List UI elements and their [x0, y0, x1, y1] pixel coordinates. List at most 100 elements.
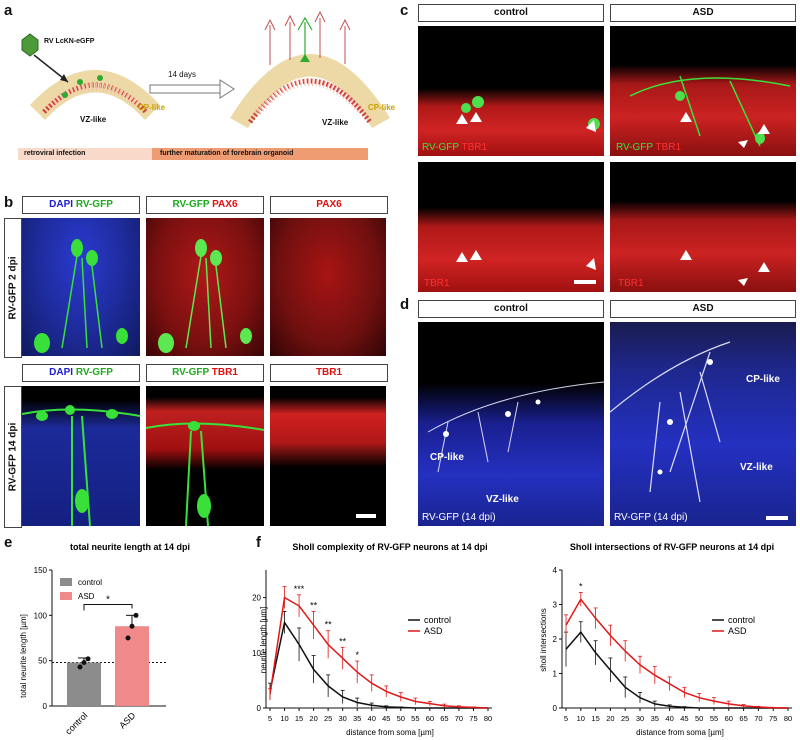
header-b-5: RV-GFP TBR1 [146, 364, 264, 382]
chart-f1-ylabel: neurite length [µm] [259, 607, 268, 673]
chart-f1-xlabel: distance from soma [µm] [346, 728, 434, 737]
stain-dapi: DAPI [49, 367, 74, 378]
x-tick-label: 30 [636, 714, 644, 723]
micrograph-b-dapi-gfp-14dpi [22, 386, 140, 526]
panel-label-e: e [4, 534, 13, 551]
stain-tbr1: TBR1 [655, 142, 682, 153]
y-tick-label: 100 [34, 611, 48, 620]
x-tick-label: 75 [769, 714, 777, 723]
schematic-organoid [21, 10, 390, 128]
x-tick-label: 35 [651, 714, 659, 723]
x-tick-label: 70 [455, 714, 463, 723]
organoid-left [30, 70, 160, 120]
header-d-control: control [418, 300, 604, 318]
legend-label: ASD [424, 626, 443, 636]
x-tick-label: 30 [338, 714, 346, 723]
micrograph-c-control-tbr1: TBR1 [418, 162, 604, 292]
x-tick-label: 55 [411, 714, 419, 723]
legend-label: ASD [728, 626, 747, 636]
chart-f1: Sholl complexity of RV-GFP neurons at 14… [252, 542, 492, 737]
neurons-right [264, 10, 351, 65]
overlay-c-4: TBR1 [618, 278, 644, 289]
x-tick-label: 50 [695, 714, 703, 723]
stain-rvgfp: RV-GFP [422, 142, 459, 153]
y-tick-label: 4 [553, 566, 558, 575]
data-point [129, 623, 135, 629]
x-tick-label: ASD [117, 710, 138, 731]
legend-swatch [60, 592, 72, 600]
x-tick-label: 65 [739, 714, 747, 723]
x-tick-label: 10 [577, 714, 585, 723]
y-tick-label: 0 [43, 702, 48, 711]
stain-rvgfp: RV-GFP [616, 142, 653, 153]
overlay-d-1: RV-GFP (14 dpi) [422, 512, 496, 523]
row-label-2dpi-text: RV-GFP 2 dpi [7, 256, 19, 320]
x-tick-label: 5 [564, 714, 568, 723]
x-tick-label: 20 [606, 714, 614, 723]
vz-label-left: VZ-like [80, 115, 107, 124]
virus-icon [21, 33, 39, 57]
chart-f2-ylabel: sholl intersections [539, 608, 548, 672]
stain-rvgfp: RV-GFP [172, 367, 209, 378]
micrograph-b-pax6-2dpi [270, 218, 386, 356]
x-tick-label: control [63, 710, 89, 736]
significance-label: * [579, 581, 583, 591]
x-tick-label: 80 [484, 714, 492, 723]
y-tick-label: 3 [553, 601, 558, 610]
x-tick-label: 40 [665, 714, 673, 723]
stain-tbr1: TBR1 [211, 367, 238, 378]
data-point [133, 612, 139, 618]
row-label-2dpi: RV-GFP 2 dpi [4, 218, 22, 358]
legend-label: control [424, 615, 451, 625]
header-c-asd: ASD [610, 4, 796, 22]
micrograph-d-asd: CP-like VZ-like RV-GFP (14 dpi) [610, 322, 796, 526]
micrograph-d-control: CP-like VZ-like RV-GFP (14 dpi) [418, 322, 604, 526]
legend-label: ASD [78, 592, 95, 601]
y-tick-label: 10 [252, 649, 261, 658]
panel-label-b: b [4, 194, 14, 211]
header-b-4: DAPI RV-GFP [22, 364, 140, 382]
micrograph-c-asd-tbr1: TBR1 [610, 162, 796, 292]
significance-bracket [83, 603, 133, 611]
y-tick-label: 20 [252, 594, 261, 603]
micrograph-b-gfp-tbr1-14dpi [146, 386, 264, 526]
x-tick-label: 15 [591, 714, 599, 723]
x-tick-label: 40 [368, 714, 376, 723]
row-label-14dpi-text: RV-GFP 14 dpi [7, 422, 19, 492]
y-tick-label: 1 [553, 670, 558, 679]
process-arrow [219, 79, 235, 99]
stain-tbr1: TBR1 [315, 367, 343, 378]
overlay-d-2: RV-GFP (14 dpi) [614, 512, 688, 523]
label-d-vz-1: VZ-like [486, 494, 519, 505]
stain-rvgfp: RV-GFP [75, 367, 113, 378]
significance-label: ** [310, 600, 318, 610]
series-line-asd [565, 597, 789, 709]
x-tick-label: 45 [382, 714, 390, 723]
x-tick-label: 25 [324, 714, 332, 723]
timeline-bar-infection: retroviral infection [18, 148, 152, 160]
x-tick-label: 45 [680, 714, 688, 723]
data-point [81, 659, 87, 665]
panel-label-a: a [4, 2, 13, 19]
y-tick-label: 0 [257, 704, 262, 713]
header-b-2: RV-GFP PAX6 [146, 196, 264, 214]
scale-bar [766, 516, 788, 520]
significance-label: * [355, 650, 359, 660]
data-point [85, 656, 91, 662]
x-tick-label: 55 [710, 714, 718, 723]
x-tick-label: 25 [621, 714, 629, 723]
header-c-control-text: control [494, 7, 528, 18]
chart-f2-xlabel: distance from soma [µm] [636, 728, 724, 737]
significance-label: * [106, 594, 110, 605]
x-tick-label: 60 [426, 714, 434, 723]
legend-label: control [728, 615, 755, 625]
x-tick-label: 35 [353, 714, 361, 723]
x-tick-label: 15 [295, 714, 303, 723]
timeline-label-infection: retroviral infection [24, 150, 86, 157]
x-tick-label: 60 [725, 714, 733, 723]
x-tick-label: 5 [268, 714, 272, 723]
overlay-c-3: TBR1 [424, 278, 450, 289]
header-b-6: TBR1 [270, 364, 388, 382]
stain-pax6: PAX6 [212, 199, 238, 210]
x-tick-label: 20 [309, 714, 317, 723]
